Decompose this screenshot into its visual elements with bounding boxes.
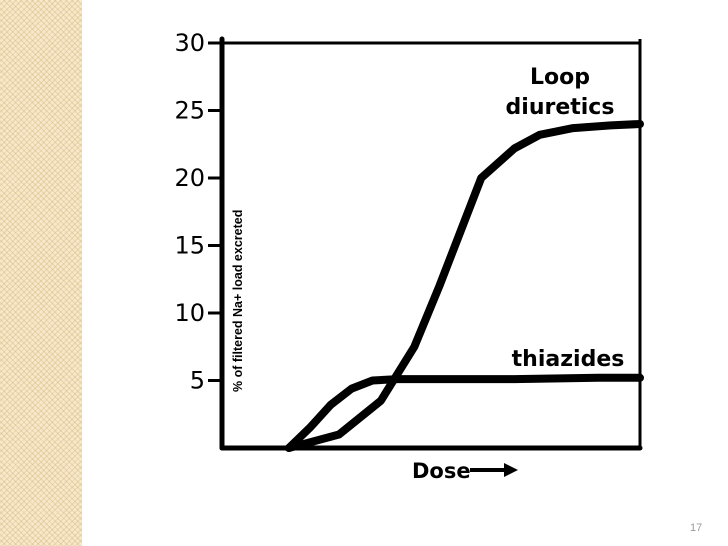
dose-response-chart: 5 10 15 20 25 30 Loop diuretics thiazides Dose [174,29,644,483]
loop-diuretics-label: diuretics [506,95,615,120]
thiazides-label: thiazides [512,347,625,372]
y-tick-label: 20 [174,164,205,192]
slide-number: 17 [690,522,703,534]
series-lines [284,120,644,452]
loop-diuretics-label: Loop [530,65,590,90]
chart: 5 10 15 20 25 30 Loop diuretics thiazides Dose … [90,18,650,498]
y-tick-label: 10 [174,299,205,327]
y-tick-label: 30 [174,29,205,57]
thiazides-line [284,373,644,452]
y-axis-label: % of filtered Na+ load excreted [231,209,245,392]
series-labels: Loop diuretics thiazides [506,65,625,372]
loop-diuretics-line [284,120,644,452]
x-axis-label-group: Dose [412,459,518,483]
y-ticks: 5 10 15 20 25 30 [174,29,222,395]
y-tick-label: 25 [174,97,205,125]
y-tick-label: 5 [190,367,205,395]
y-tick-label: 15 [174,232,205,260]
x-axis-label: Dose [412,459,471,483]
x-axis-arrow-head [504,463,518,477]
decorative-side-band [0,0,82,546]
